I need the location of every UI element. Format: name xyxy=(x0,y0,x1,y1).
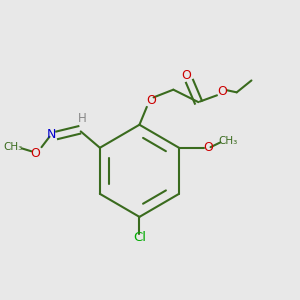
Text: O: O xyxy=(30,147,40,160)
Text: O: O xyxy=(203,141,213,154)
Text: O: O xyxy=(146,94,156,107)
Text: CH₃: CH₃ xyxy=(218,136,237,146)
Text: O: O xyxy=(217,85,227,98)
Text: Cl: Cl xyxy=(133,231,146,244)
Text: O: O xyxy=(181,70,191,83)
Text: CH₃: CH₃ xyxy=(3,142,22,152)
Text: N: N xyxy=(47,128,56,141)
Text: H: H xyxy=(78,112,87,125)
